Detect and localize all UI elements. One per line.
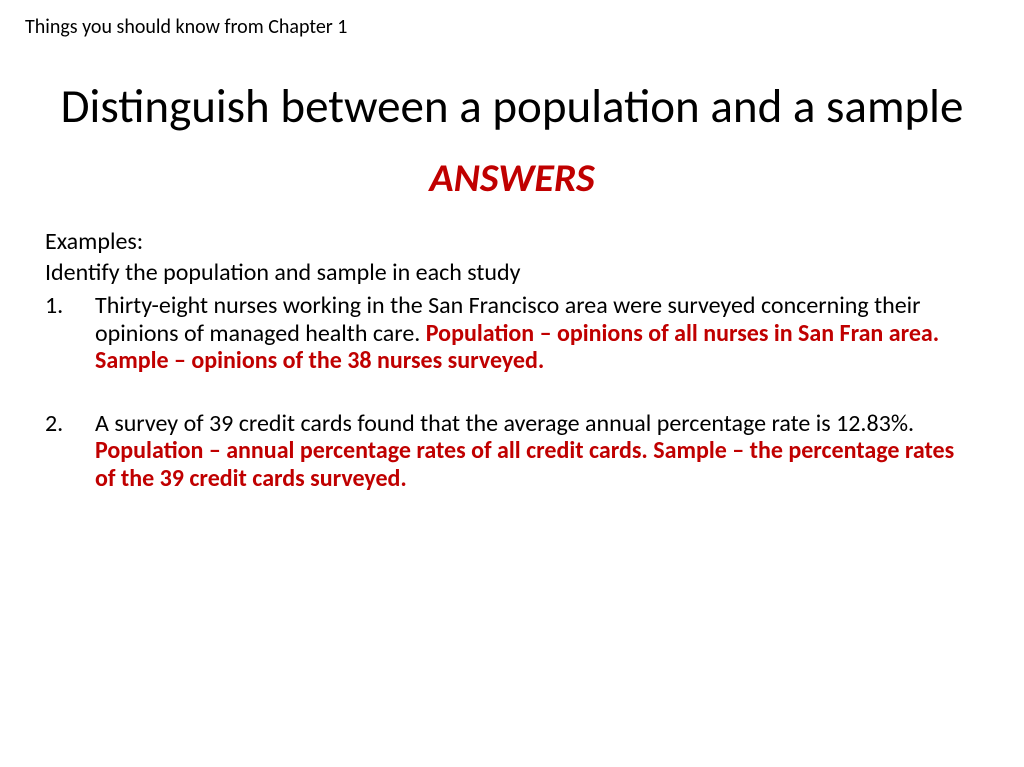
list-item: 2. A survey of 39 credit cards found tha… [45, 410, 999, 493]
page-title: Distinguish between a population and a s… [25, 79, 999, 133]
list-item: 1. Thirty-eight nurses working in the Sa… [45, 292, 999, 375]
instruction-text: Identify the population and sample in ea… [45, 258, 999, 287]
item-number: 2. [45, 410, 95, 493]
examples-label: Examples: [45, 227, 999, 256]
item-number: 1. [45, 292, 95, 375]
chapter-note: Things you should know from Chapter 1 [25, 15, 999, 39]
item-content: Thirty-eight nurses working in the San F… [95, 292, 999, 375]
answer-text: Population – annual percentage rates of … [95, 436, 954, 493]
question-text: A survey of 39 credit cards found that t… [95, 409, 914, 438]
item-content: A survey of 39 credit cards found that t… [95, 410, 999, 493]
answers-heading: ANSWERS [25, 153, 999, 202]
